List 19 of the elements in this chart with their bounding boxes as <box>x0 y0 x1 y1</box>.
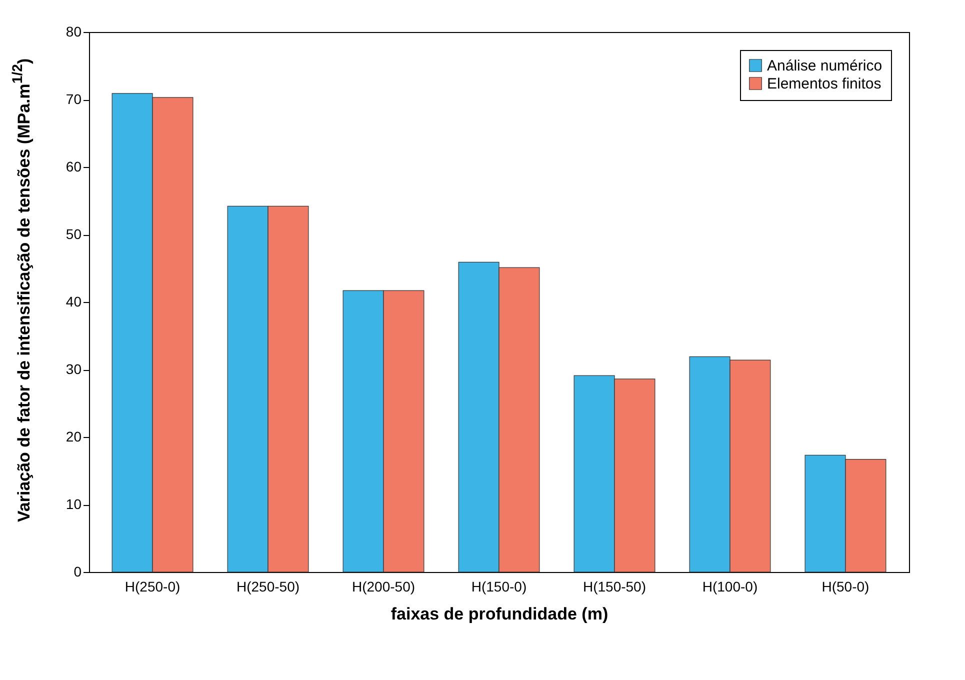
x-tick-label: H(100-0) <box>702 578 758 594</box>
y-tick-label: 60 <box>66 158 82 174</box>
x-tick-label: H(150-0) <box>471 578 527 594</box>
y-tick-label: 10 <box>66 496 82 512</box>
x-tick-label: H(50-0) <box>822 578 870 594</box>
y-tick-label: 20 <box>66 428 82 444</box>
y-tick-label: 80 <box>66 24 82 40</box>
x-tick-label: H(250-0) <box>124 578 180 594</box>
y-tick-label: 40 <box>66 294 82 310</box>
y-tick-label: 70 <box>66 91 82 107</box>
x-axis-title: faixas de profundidade (m) <box>390 604 608 624</box>
legend-label: Análise numérico <box>767 58 882 74</box>
y-tick-label: 50 <box>66 226 82 242</box>
y-tick-label: 30 <box>66 361 82 377</box>
legend-label: Elementos finitos <box>767 76 882 92</box>
x-tick-label: H(150-50) <box>582 578 646 594</box>
y-tick-label: 0 <box>74 564 82 580</box>
x-tick-label: H(250-50) <box>236 578 300 594</box>
x-tick-label: H(200-50) <box>352 578 416 594</box>
